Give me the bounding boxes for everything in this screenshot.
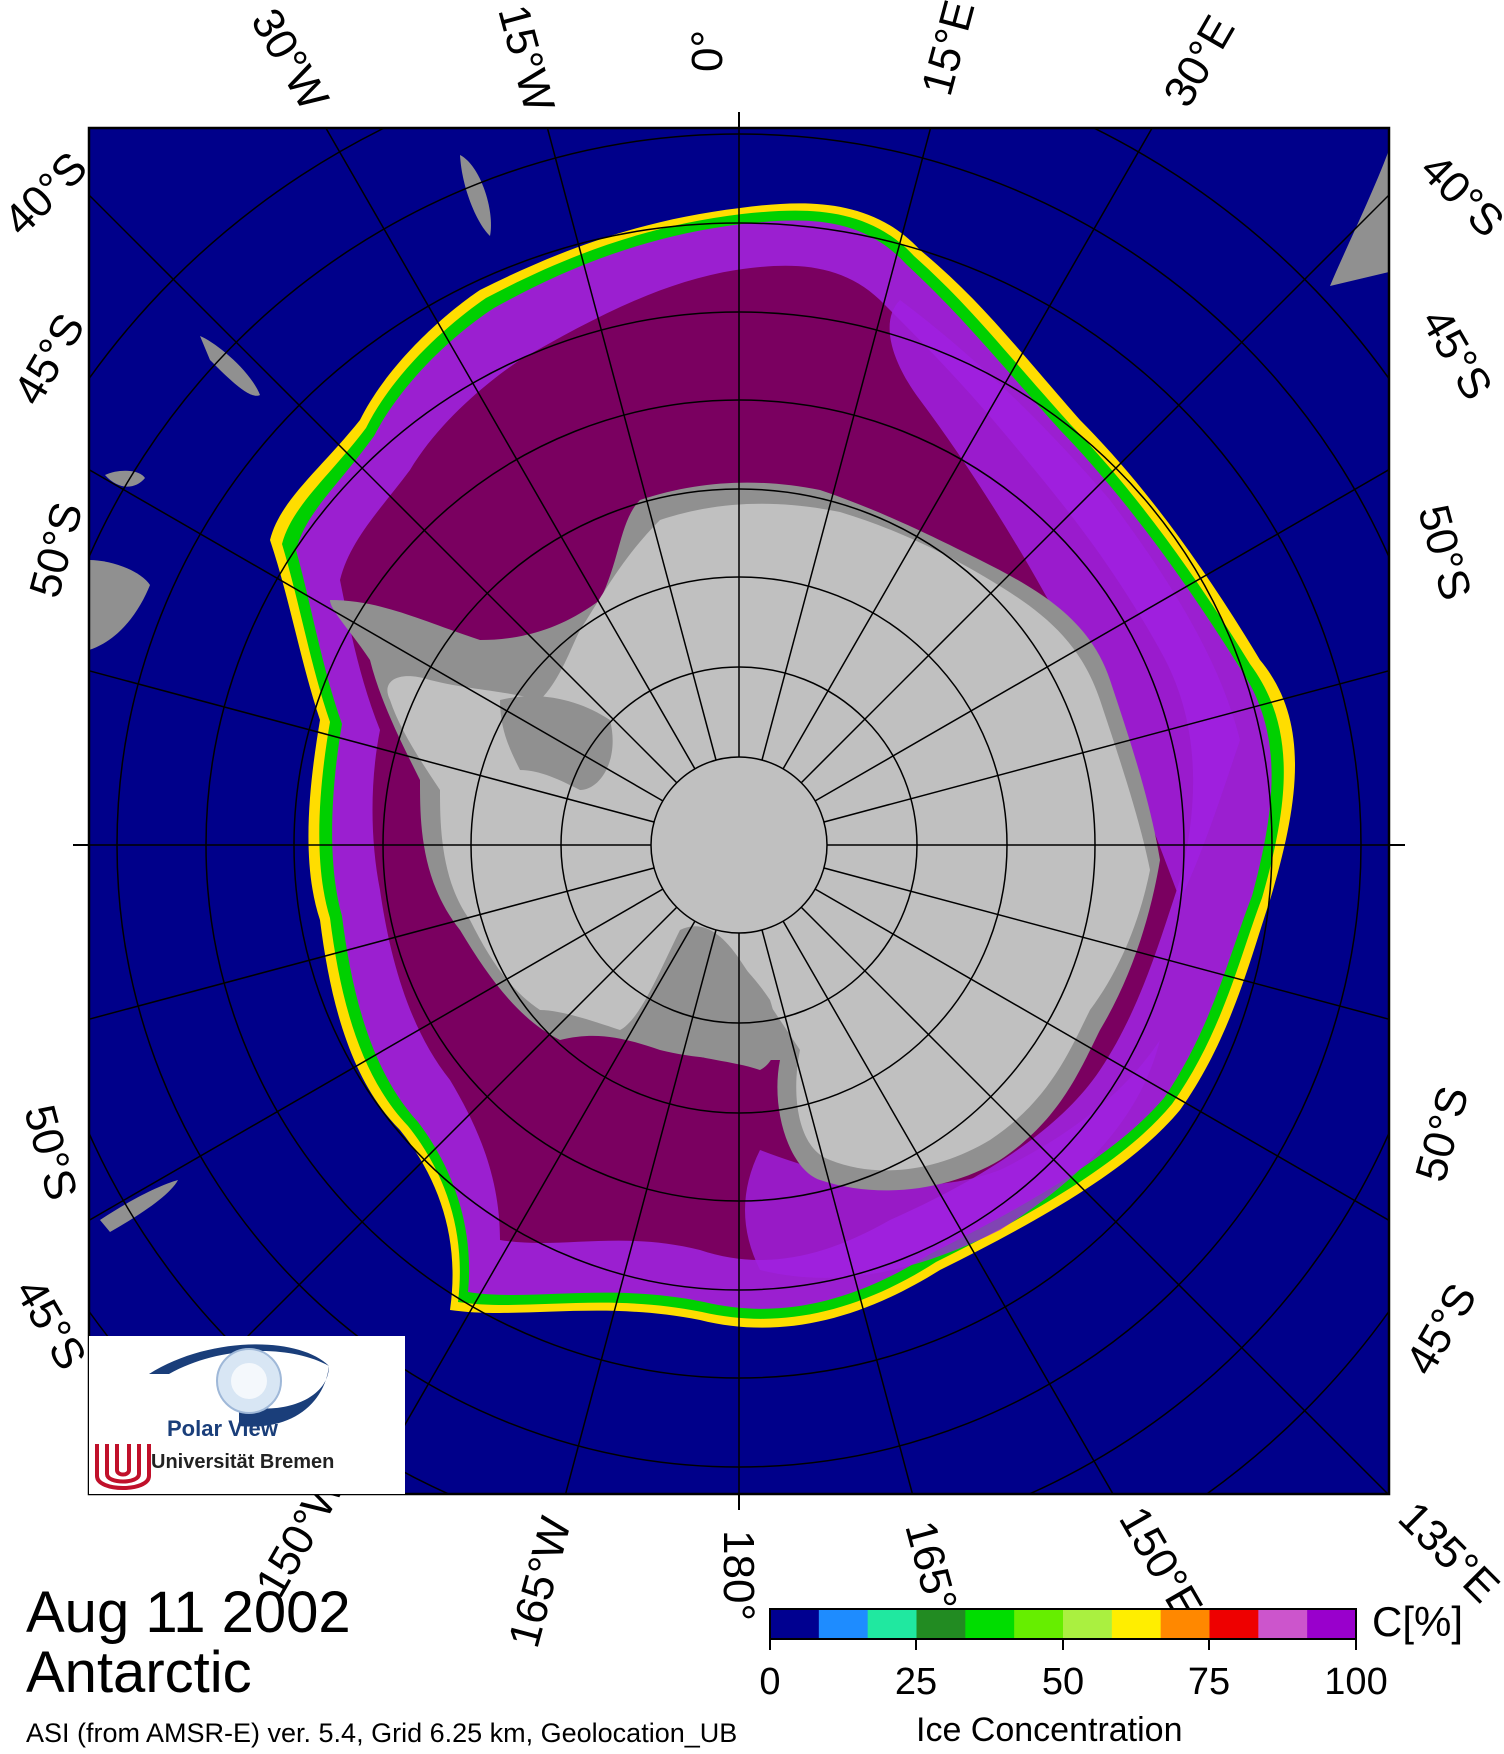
lon-label-150e: 150°E (1109, 1499, 1212, 1628)
map-date: Aug 11 2002 (26, 1580, 351, 1645)
lat-label-right-45s: 45°S (1411, 301, 1501, 409)
lat-label-right-45s-bottom: 45°S (1396, 1275, 1486, 1383)
legend-tick-100: 100 (1324, 1661, 1387, 1703)
legend-swatch (916, 1609, 966, 1639)
lat-label-right-50s-bottom: 50°S (1406, 1081, 1478, 1186)
lon-label-30e: 30°E (1154, 7, 1244, 115)
south-georgia (460, 155, 491, 236)
legend-swatch (1063, 1609, 1113, 1639)
legend-swatch (867, 1609, 917, 1639)
new-zealand (100, 1180, 178, 1232)
lat-label-left-45s: 45°S (4, 305, 94, 413)
south-america-tip (89, 560, 150, 650)
legend-tick-25: 25 (895, 1661, 937, 1703)
lat-label-left-50s-bottom: 50°S (14, 1100, 86, 1205)
legend-unit: C[%] (1372, 1598, 1464, 1645)
weddell-ice-shelf (500, 696, 613, 790)
lat-label-right-50s-top: 50°S (1408, 500, 1480, 605)
tasmania-islet (105, 470, 145, 487)
legend-colorbar (770, 1609, 1357, 1639)
lon-label-15w: 15°W (488, 0, 563, 117)
lon-label-180: 180° (714, 1530, 763, 1621)
legend-swatch (1209, 1609, 1259, 1639)
ice-patch-south (745, 1040, 1160, 1278)
lon-label-135e: 135°E (1389, 1492, 1504, 1612)
map-region: Antarctic (26, 1640, 252, 1705)
legend-tick-75: 75 (1188, 1661, 1230, 1703)
legend-swatch (1160, 1609, 1210, 1639)
legend-swatch (1307, 1609, 1357, 1639)
lon-label-30w: 30°W (241, 1, 338, 119)
polar-view-logo: Polar View Universität Bremen (89, 1336, 405, 1494)
legend-swatch (1258, 1609, 1308, 1639)
legend-ticks (769, 1639, 1357, 1650)
lat-label-left-50s-top: 50°S (20, 497, 92, 602)
lon-label-165w: 165°W (499, 1511, 581, 1652)
product-info: ASI (from AMSR-E) ver. 5.4, Grid 6.25 km… (26, 1718, 738, 1748)
product-title: Ice Concentration (916, 1711, 1183, 1749)
legend-swatch (1014, 1609, 1064, 1639)
logo-title: Polar View (167, 1416, 278, 1441)
legend-tick-50: 50 (1042, 1661, 1084, 1703)
lat-label-left-40s: 40°S (0, 143, 97, 245)
eye-icon (95, 1344, 329, 1490)
lon-label-165e: 165° (895, 1516, 966, 1617)
legend-tick-0: 0 (759, 1661, 780, 1703)
legend-swatch (770, 1609, 820, 1639)
falklands (200, 336, 260, 396)
lat-label-left-45s-bottom: 45°S (5, 1271, 95, 1379)
lon-label-0: 0° (683, 30, 732, 72)
africa-tip (1330, 150, 1389, 286)
antarctic-continent (387, 503, 1151, 1171)
logo-institution: Universität Bremen (151, 1451, 335, 1473)
legend-swatch (818, 1609, 869, 1639)
ice-patch-east (889, 300, 1240, 900)
legend-swatch (965, 1609, 1015, 1639)
legend-swatch (1111, 1609, 1162, 1639)
lon-label-15e: 15°E (912, 0, 984, 101)
ross-ice-shelf (656, 930, 777, 1070)
lat-label-right-40s: 40°S (1411, 144, 1504, 246)
